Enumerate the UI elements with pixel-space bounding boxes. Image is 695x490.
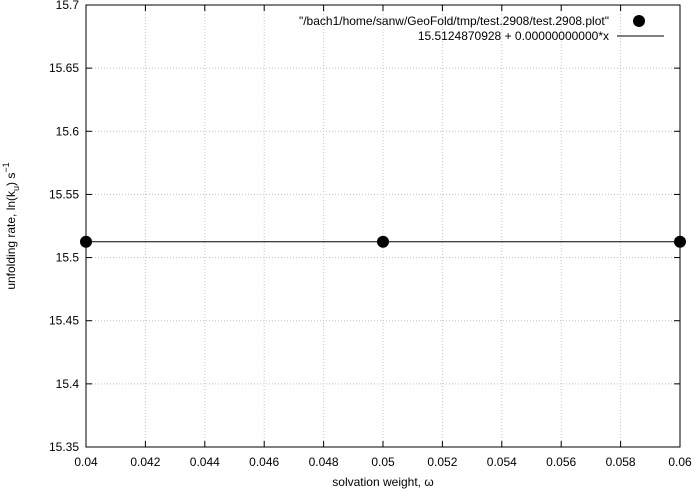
y-tick-label: 15.7 [56,0,80,12]
y-tick-label: 15.55 [49,187,79,201]
x-tick-label: 0.048 [309,455,339,469]
y-tick-label: 15.6 [56,124,80,138]
x-axis-label: solvation weight, ω [332,475,433,489]
x-tick-label: 0.044 [190,455,220,469]
legend-label-fit-line: 15.5124870928 + 0.00000000000*x [418,29,609,43]
y-tick-label: 15.65 [49,61,79,75]
y-tick-label: 15.4 [56,377,80,391]
legend-label-points: "/bach1/home/sanw/GeoFold/tmp/test.2908/… [299,14,609,28]
y-axis-label: unfolding rate, ln(ku) s−1 [1,162,21,289]
grid [86,5,680,447]
x-tick-label: 0.06 [668,455,692,469]
x-tick-label: 0.056 [546,455,576,469]
y-axis-label-subscript: u [11,186,21,191]
series [80,235,686,248]
x-tick-label: 0.046 [249,455,279,469]
y-axis-label-middle: ) s [4,173,18,186]
x-tick-label: 0.042 [130,455,160,469]
axis-ticks: 0.04 0.042 0.044 0.046 0.048 0.05 0.052 0.054 0.… [49,0,692,469]
y-tick-label: 15.35 [49,440,79,454]
x-tick-label: 0.04 [74,455,98,469]
x-tick-label: 0.058 [606,455,636,469]
y-axis-label-prefix: unfolding rate, ln(k [4,190,18,290]
legend: "/bach1/home/sanw/GeoFold/tmp/test.2908/… [299,14,664,43]
y-tick-label: 15.45 [49,314,79,328]
legend-marker-points [633,15,645,27]
y-axis-label-superscript: −1 [1,162,11,172]
y-tick-label: 15.5 [56,251,80,265]
data-point [377,235,389,248]
x-tick-label: 0.054 [487,455,517,469]
x-tick-label: 0.052 [427,455,457,469]
x-tick-label: 0.05 [371,455,395,469]
data-point [80,235,92,248]
data-point [674,235,686,248]
